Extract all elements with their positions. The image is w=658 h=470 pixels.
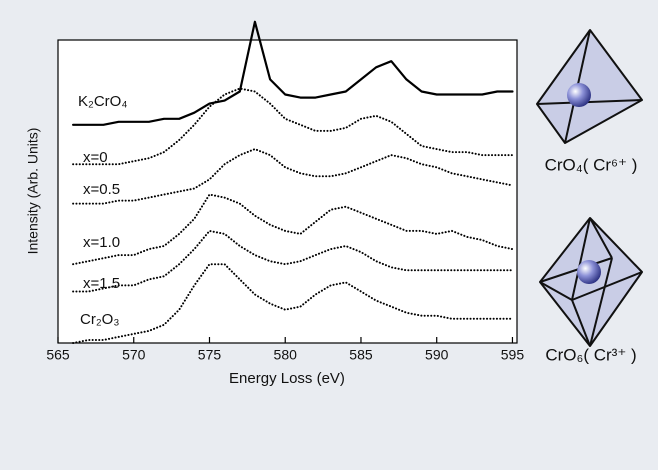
chart: Energy Loss (eV) Intensity (Arb. Units) … xyxy=(0,0,658,465)
series-label: x=1.5 xyxy=(83,275,120,292)
series-label: x=0.5 xyxy=(83,181,120,198)
annotation: CrO₆( Cr³⁺ ) xyxy=(545,345,636,364)
page: {"chart_data": { "type": "line", "x_labe… xyxy=(0,0,658,465)
series-label: K₂CrO₄ xyxy=(78,93,127,110)
tetrahedron-icon xyxy=(537,30,642,143)
x-tick-label: 575 xyxy=(198,347,222,363)
x-tick-label: 585 xyxy=(349,347,373,363)
x-tick-label: 595 xyxy=(501,347,525,363)
octahedron-icon xyxy=(540,218,642,346)
x-tick-label: 580 xyxy=(274,347,298,363)
x-tick-label: 590 xyxy=(425,347,449,363)
y-axis-label: Intensity (Arb. Units) xyxy=(25,128,41,255)
series-label: x=0 xyxy=(83,149,108,166)
series-label: Cr₂O₃ xyxy=(80,311,119,328)
annotation: CrO₄( Cr⁶⁺ ) xyxy=(545,155,638,174)
plot-frame xyxy=(58,40,517,343)
x-axis-label: Energy Loss (eV) xyxy=(229,370,345,387)
series-label: x=1.0 xyxy=(83,234,120,251)
x-tick-label: 570 xyxy=(122,347,146,363)
x-tick-label: 565 xyxy=(46,347,70,363)
